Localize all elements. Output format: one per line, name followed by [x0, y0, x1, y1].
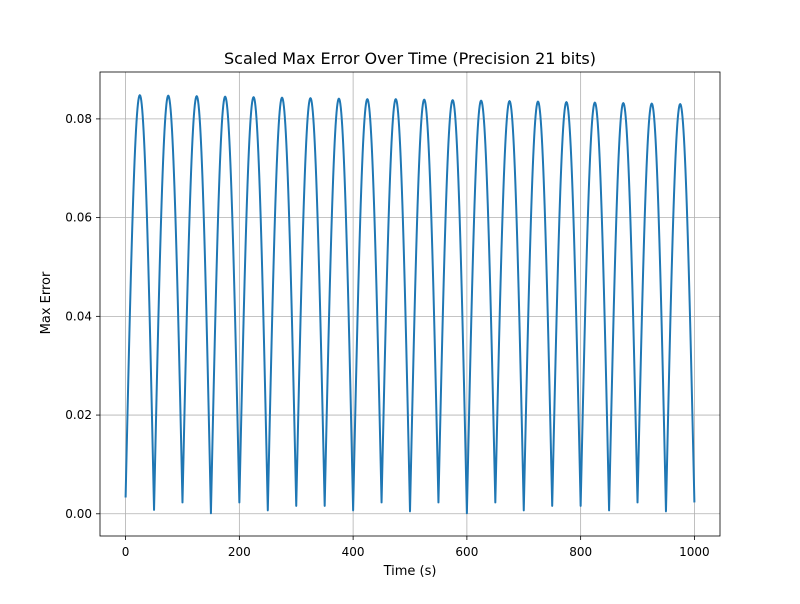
x-tick-label: 400 — [342, 545, 365, 559]
y-tick-label: 0.00 — [65, 507, 92, 521]
x-axis-label: Time (s) — [383, 564, 437, 579]
x-tick-label: 200 — [228, 545, 251, 559]
series-layer — [124, 94, 696, 515]
y-tick-label: 0.04 — [65, 309, 92, 323]
y-axis-label: Max Error — [39, 271, 54, 334]
series-line — [124, 94, 696, 515]
chart-title: Scaled Max Error Over Time (Precision 21… — [224, 49, 596, 68]
y-tick-label: 0.02 — [65, 408, 92, 422]
x-tick-label: 800 — [569, 545, 592, 559]
tick-layer: 0 200 400 600 800 1000 0.00 0.02 0.04 0.06 0.08 — [65, 112, 709, 559]
x-tick-label: 0 — [122, 545, 130, 559]
plot-frame — [99, 71, 721, 537]
y-tick-label: 0.06 — [65, 211, 92, 225]
y-tick-label: 0.08 — [65, 112, 92, 126]
x-tick-label: 1000 — [679, 545, 710, 559]
x-tick-label: 600 — [455, 545, 478, 559]
